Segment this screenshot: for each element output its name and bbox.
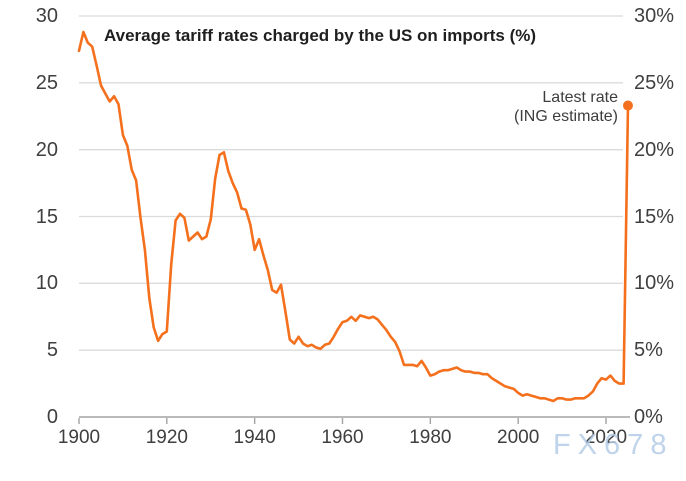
y-axis-left-label-20: 20	[35, 138, 58, 161]
y-axis-left-label-30: 30	[35, 5, 58, 27]
y-axis-left-label-25: 25	[35, 71, 58, 94]
annotation-line-2: (ING estimate)	[513, 108, 618, 125]
x-axis-label-2020: 2020	[584, 427, 628, 448]
y-axis-right-label-20: 20%	[634, 138, 675, 161]
x-axis-label-1900: 1900	[57, 427, 101, 448]
y-axis-left-label-15: 15	[35, 205, 58, 228]
y-axis-right-label-10: 10%	[634, 272, 675, 295]
y-axis-right-label-0: 0%	[634, 406, 663, 428]
latest-rate-dot	[622, 100, 633, 111]
chart-title: Average tariff rates charged by the US o…	[104, 26, 537, 45]
x-axis-label-1980: 1980	[409, 427, 452, 448]
x-axis-label-2000: 2000	[497, 427, 540, 448]
y-axis-left-label-5: 5	[46, 339, 58, 362]
x-axis-label-1940: 1940	[233, 427, 276, 448]
y-axis-right-label-5: 5%	[634, 339, 663, 362]
y-axis-left-label-0: 0	[46, 406, 58, 428]
watermark: FX678	[553, 429, 674, 461]
x-axis-label-1920: 1920	[145, 427, 188, 448]
y-axis-right-label-30: 30%	[634, 5, 675, 27]
tariff-rate-line	[77, 30, 630, 403]
y-axis-right-label-25: 25%	[634, 71, 675, 94]
y-axis-right-label-15: 15%	[634, 205, 675, 228]
latest-rate-annotation: Latest rate (ING estimate)	[514, 88, 618, 126]
y-axis-left-label-10: 10	[35, 272, 58, 295]
annotation-line-1: Latest rate	[542, 89, 618, 106]
x-axis-label-1960: 1960	[321, 427, 364, 448]
